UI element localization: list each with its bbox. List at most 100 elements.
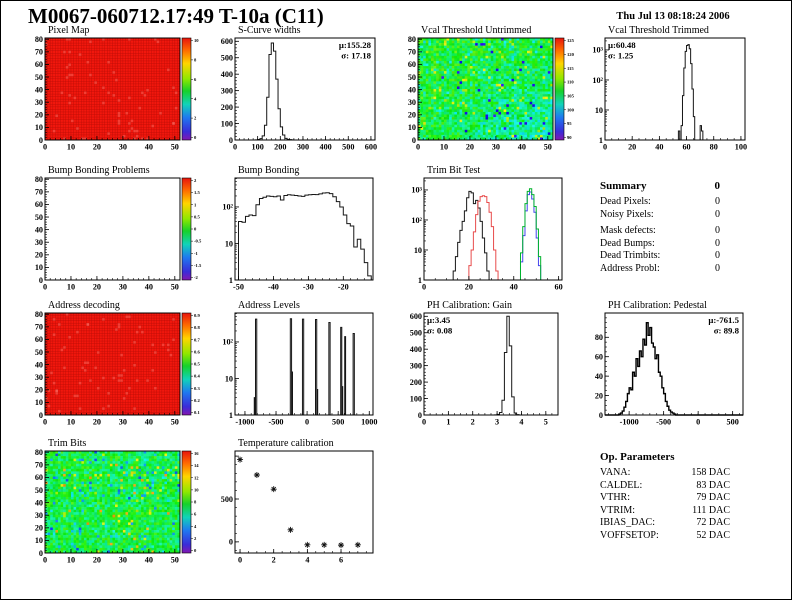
svg-text:40: 40 <box>35 85 43 94</box>
plot-canvas: 0 10 20 30 40 50 0 10 20 30 40 50 60 70 80 2 1.5 1 0.5 0 -0.… <box>35 175 202 292</box>
op-parameters-panel: Op. Parameters VANA: 158 DAC CALDEL: 83 DAC… <box>600 451 730 543</box>
svg-text:105: 105 <box>567 94 575 99</box>
svg-text:50: 50 <box>35 213 43 222</box>
svg-text:600: 600 <box>410 312 422 321</box>
svg-text:1: 1 <box>194 202 197 207</box>
svg-text:σ: 1.25: σ: 1.25 <box>608 51 634 61</box>
plot-title: Pixel Map <box>48 25 90 36</box>
svg-text:200: 200 <box>410 378 422 387</box>
svg-text:1000: 1000 <box>361 418 377 427</box>
svg-text:6: 6 <box>194 77 197 82</box>
plot-title: Address Levels <box>238 300 300 311</box>
plot-title: S-Curve widths <box>238 25 301 36</box>
svg-text:600: 600 <box>221 37 233 46</box>
svg-text:500: 500 <box>332 418 344 427</box>
op_parameters-row: IBIAS_DAC: 72 DAC <box>600 517 730 530</box>
svg-text:600: 600 <box>365 143 377 152</box>
summary-header-value: 0 <box>714 180 721 192</box>
op_parameters-row-label: VANA: <box>600 467 631 478</box>
timestamp: Thu Jul 13 08:18:24 2006 <box>616 11 730 22</box>
svg-text:50: 50 <box>171 283 179 292</box>
svg-text:0: 0 <box>194 135 197 140</box>
svg-text:-1: -1 <box>194 251 199 256</box>
svg-text:10²: 10² <box>592 76 603 85</box>
svg-text:500: 500 <box>342 143 354 152</box>
plot-title: Vcal Threshold Untrimmed <box>421 25 532 36</box>
svg-text:20: 20 <box>35 251 43 260</box>
plot-canvas: -1000 -500 0 500 1000 1 10 10² <box>222 312 377 427</box>
op_parameters-row-label: VTRIM: <box>600 504 635 516</box>
svg-text:400: 400 <box>410 345 422 354</box>
svg-text:20: 20 <box>93 418 101 427</box>
svg-text:100: 100 <box>252 143 264 152</box>
svg-text:20: 20 <box>93 143 101 152</box>
svg-text:4: 4 <box>194 96 197 101</box>
svg-text:40: 40 <box>518 143 526 152</box>
svg-text:70: 70 <box>35 48 43 57</box>
svg-text:0.5: 0.5 <box>194 214 200 219</box>
svg-text:0.4: 0.4 <box>194 374 200 379</box>
summary-header-label: Summary <box>600 180 647 192</box>
svg-text:0.8: 0.8 <box>194 325 200 330</box>
svg-text:500: 500 <box>221 54 233 63</box>
svg-text:70: 70 <box>408 48 416 57</box>
svg-text:0: 0 <box>422 418 426 427</box>
svg-text:0: 0 <box>43 143 47 152</box>
svg-text:10: 10 <box>67 418 75 427</box>
svg-text:70: 70 <box>35 323 43 332</box>
svg-text:20: 20 <box>466 143 474 152</box>
svg-text:-500: -500 <box>656 418 671 427</box>
op_parameters-row-value: 83 DAC <box>696 479 730 491</box>
svg-text:30: 30 <box>119 143 127 152</box>
svg-text:10: 10 <box>194 38 199 43</box>
svg-text:8: 8 <box>194 58 197 63</box>
op_parameters-row-label: VTHR: <box>600 492 630 504</box>
svg-text:0.9: 0.9 <box>194 313 200 318</box>
svg-text:70: 70 <box>35 188 43 197</box>
svg-text:5: 5 <box>544 418 548 427</box>
svg-text:50: 50 <box>544 143 552 152</box>
svg-text:30: 30 <box>119 418 127 427</box>
svg-text:20: 20 <box>628 143 636 152</box>
plot-canvas: -50 -40 -30 -20 1 10 10² <box>222 177 374 292</box>
summary-row-label: Address Probl: <box>600 262 660 274</box>
plot-title: Address decoding <box>48 300 120 311</box>
svg-text:400: 400 <box>221 70 233 79</box>
svg-text:1: 1 <box>599 136 603 145</box>
svg-text:300: 300 <box>221 86 233 95</box>
svg-text:20: 20 <box>35 386 43 395</box>
svg-text:0.7: 0.7 <box>194 337 200 342</box>
svg-text:0.1: 0.1 <box>194 410 200 415</box>
svg-text:0: 0 <box>233 143 237 152</box>
summary-row-value: 0 <box>715 225 720 237</box>
svg-text:0: 0 <box>43 283 47 292</box>
svg-text:σ: 0.08: σ: 0.08 <box>427 326 453 336</box>
svg-text:-500: -500 <box>269 418 284 427</box>
svg-text:0: 0 <box>412 136 416 145</box>
svg-text:40: 40 <box>145 143 153 152</box>
svg-text:-0.5: -0.5 <box>194 239 202 244</box>
svg-text:80: 80 <box>710 143 718 152</box>
plot-canvas: -1000 -500 0 500 0 20 40 60 80 μ:-761.5σ: 89.8 <box>595 312 744 427</box>
svg-text:μ:155.28: μ:155.28 <box>339 40 372 50</box>
summary-row-value: 0 <box>715 250 720 262</box>
op_parameters-row-value: 72 DAC <box>696 517 730 529</box>
op_parameters-row: VOFFSETOP: 52 DAC <box>600 530 730 543</box>
svg-text:500: 500 <box>410 329 422 338</box>
svg-text:300: 300 <box>297 143 309 152</box>
svg-text:50: 50 <box>35 73 43 82</box>
op-parameters-header-label: Op. Parameters <box>600 451 675 463</box>
svg-text:40: 40 <box>145 418 153 427</box>
summary-row: Noisy Pixels: 0 <box>600 209 720 222</box>
op_parameters-row: VANA: 158 DAC <box>600 467 730 480</box>
svg-text:σ: 89.8: σ: 89.8 <box>714 326 740 336</box>
svg-text:20: 20 <box>35 111 43 120</box>
svg-text:0: 0 <box>422 283 426 292</box>
svg-text:80: 80 <box>595 333 603 342</box>
svg-text:500: 500 <box>727 418 739 427</box>
plot-canvas: 0 100 200 300 400 500 600 0 100 200 300 400 500 600 μ:… <box>221 37 377 152</box>
svg-text:2: 2 <box>194 116 197 121</box>
svg-text:10: 10 <box>35 398 43 407</box>
